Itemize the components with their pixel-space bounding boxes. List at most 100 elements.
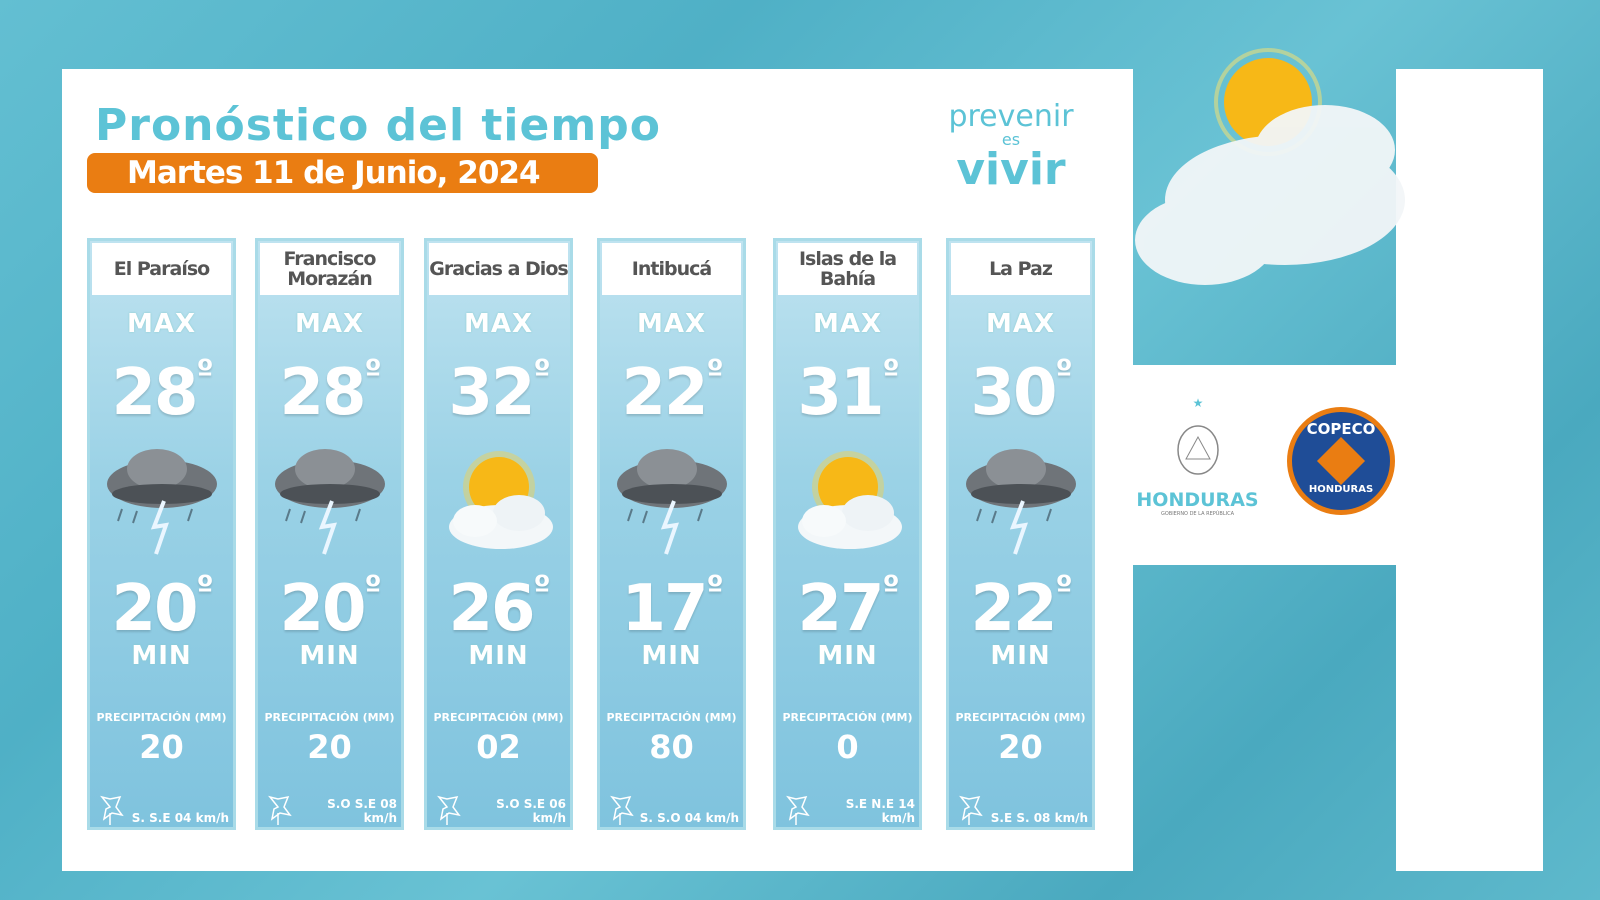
wind-info: S.E N.E 14 km/h <box>782 793 915 825</box>
min-temp-value: 20 <box>279 572 367 646</box>
max-temp-value: 22 <box>621 356 709 430</box>
min-label: MIN <box>299 641 360 671</box>
pinwheel-icon <box>610 795 634 825</box>
min-temp-value: 27 <box>797 572 885 646</box>
wind-info: S. S.O 04 km/h <box>606 793 739 825</box>
max-temp: 31º <box>797 354 900 430</box>
region-card: La Paz MAX 30º 22º MIN PRECIPITACIÓN (MM… <box>946 238 1095 830</box>
min-temp: 22º <box>970 570 1073 646</box>
max-label: MAX <box>812 309 883 339</box>
region-card: Francisco Morazán MAX 28º 20º MIN PRECIP… <box>255 238 404 830</box>
region-name: El Paraíso <box>92 243 231 295</box>
region-name: Islas de la Bahía <box>778 243 917 295</box>
precip-label: PRECIPITACIÓN (MM) <box>782 711 913 724</box>
wind-text: S.E S. 08 km/h <box>990 811 1088 825</box>
sun-cloud-icon <box>1135 48 1405 285</box>
max-temp: 22º <box>621 354 724 430</box>
pinwheel-icon <box>786 795 810 825</box>
max-temp-value: 31 <box>797 356 885 430</box>
precip-label: PRECIPITACIÓN (MM) <box>96 711 227 724</box>
wind-info: S.E S. 08 km/h <box>955 793 1088 825</box>
wind-text: S. S.E 04 km/h <box>131 811 229 825</box>
brand-line3: vivir <box>956 144 1066 195</box>
brand-line1: prevenir <box>948 99 1074 134</box>
precip-label: PRECIPITACIÓN (MM) <box>433 711 564 724</box>
brand-line2: es <box>1001 130 1021 149</box>
precip-value: 20 <box>307 728 352 766</box>
date-banner: Martes 11 de Junio, 2024 <box>87 153 598 193</box>
precip-value: 20 <box>998 728 1043 766</box>
region-card: El Paraíso MAX 28º 20º MIN PRECIPITACIÓN… <box>87 238 236 830</box>
coat-of-arms-icon: ★ <box>1176 396 1219 475</box>
brand-logo: prevenir es vivir <box>936 102 1086 192</box>
decor-block <box>1396 69 1543 871</box>
pinwheel-icon <box>100 795 124 825</box>
precip-value: 80 <box>649 728 694 766</box>
page-title: Pronóstico del tiempo <box>95 100 661 151</box>
wind-text: S.O S.E 06 km/h <box>496 797 566 825</box>
min-temp: 26º <box>448 570 551 646</box>
max-label: MAX <box>126 309 197 339</box>
min-temp: 20º <box>279 570 382 646</box>
max-temp-value: 28 <box>279 356 367 430</box>
precip-label: PRECIPITACIÓN (MM) <box>955 711 1086 724</box>
region-card: Intibucá MAX 22º 17º MIN PRECIPITACIÓN (… <box>597 238 746 830</box>
region-name: Intibucá <box>602 243 741 295</box>
wind-info: S. S.E 04 km/h <box>96 793 229 825</box>
pinwheel-icon <box>959 795 983 825</box>
min-temp-value: 20 <box>111 572 199 646</box>
max-label: MAX <box>985 309 1056 339</box>
copeco-subtext: HONDURAS <box>1308 484 1374 495</box>
wind-info: S.O S.E 06 km/h <box>433 793 566 825</box>
storm-icon <box>949 439 1092 569</box>
precip-value: 0 <box>836 728 859 766</box>
honduras-text: HONDURAS <box>1136 489 1259 511</box>
precip-value: 02 <box>476 728 521 766</box>
min-temp: 27º <box>797 570 900 646</box>
precip-label: PRECIPITACIÓN (MM) <box>606 711 737 724</box>
max-temp: 28º <box>111 354 214 430</box>
min-temp-value: 22 <box>970 572 1058 646</box>
min-label: MIN <box>131 641 192 671</box>
region-card: Islas de la Bahía MAX 31º 27º MIN PRECIP… <box>773 238 922 830</box>
storm-icon <box>258 439 401 569</box>
region-card: Gracias a Dios MAX 32º 26º MIN PRECIPITA… <box>424 238 573 830</box>
honduras-subtext: GOBIERNO DE LA REPÚBLICA <box>1160 511 1235 517</box>
honduras-logo: ★ HONDURAS GOBIERNO DE LA REPÚBLICA <box>1135 395 1260 517</box>
min-label: MIN <box>990 641 1051 671</box>
region-name: Gracias a Dios <box>429 243 569 295</box>
min-label: MIN <box>468 641 529 671</box>
max-label: MAX <box>294 309 365 339</box>
storm-icon <box>600 439 743 569</box>
min-temp: 20º <box>111 570 214 646</box>
svg-text:★: ★ <box>1192 396 1203 410</box>
min-label: MIN <box>641 641 702 671</box>
min-temp-value: 26 <box>448 572 536 646</box>
wind-text: S.E N.E 14 km/h <box>845 797 915 825</box>
max-temp-value: 32 <box>448 356 536 430</box>
max-temp: 30º <box>970 354 1073 430</box>
max-temp-value: 28 <box>111 356 199 430</box>
precip-value: 20 <box>139 728 184 766</box>
copeco-text: COPECO <box>1306 420 1376 438</box>
copeco-logo: COPECO HONDURAS <box>1287 407 1395 515</box>
pinwheel-icon <box>268 795 292 825</box>
min-temp-value: 17 <box>621 572 709 646</box>
storm-icon <box>90 439 233 569</box>
precip-label: PRECIPITACIÓN (MM) <box>264 711 395 724</box>
min-temp: 17º <box>621 570 724 646</box>
wind-text: S.O S.E 08 km/h <box>327 797 397 825</box>
pinwheel-icon <box>437 795 461 825</box>
max-label: MAX <box>463 309 534 339</box>
region-name: Francisco Morazán <box>260 243 399 295</box>
region-name: La Paz <box>951 243 1090 295</box>
sun-cloud-icon <box>427 439 570 569</box>
wind-text: S. S.O 04 km/h <box>639 811 739 825</box>
max-temp: 28º <box>279 354 382 430</box>
min-label: MIN <box>817 641 878 671</box>
wind-info: S.O S.E 08 km/h <box>264 793 397 825</box>
sun-cloud-icon <box>776 439 919 569</box>
max-label: MAX <box>636 309 707 339</box>
max-temp-value: 30 <box>970 356 1058 430</box>
max-temp: 32º <box>448 354 551 430</box>
